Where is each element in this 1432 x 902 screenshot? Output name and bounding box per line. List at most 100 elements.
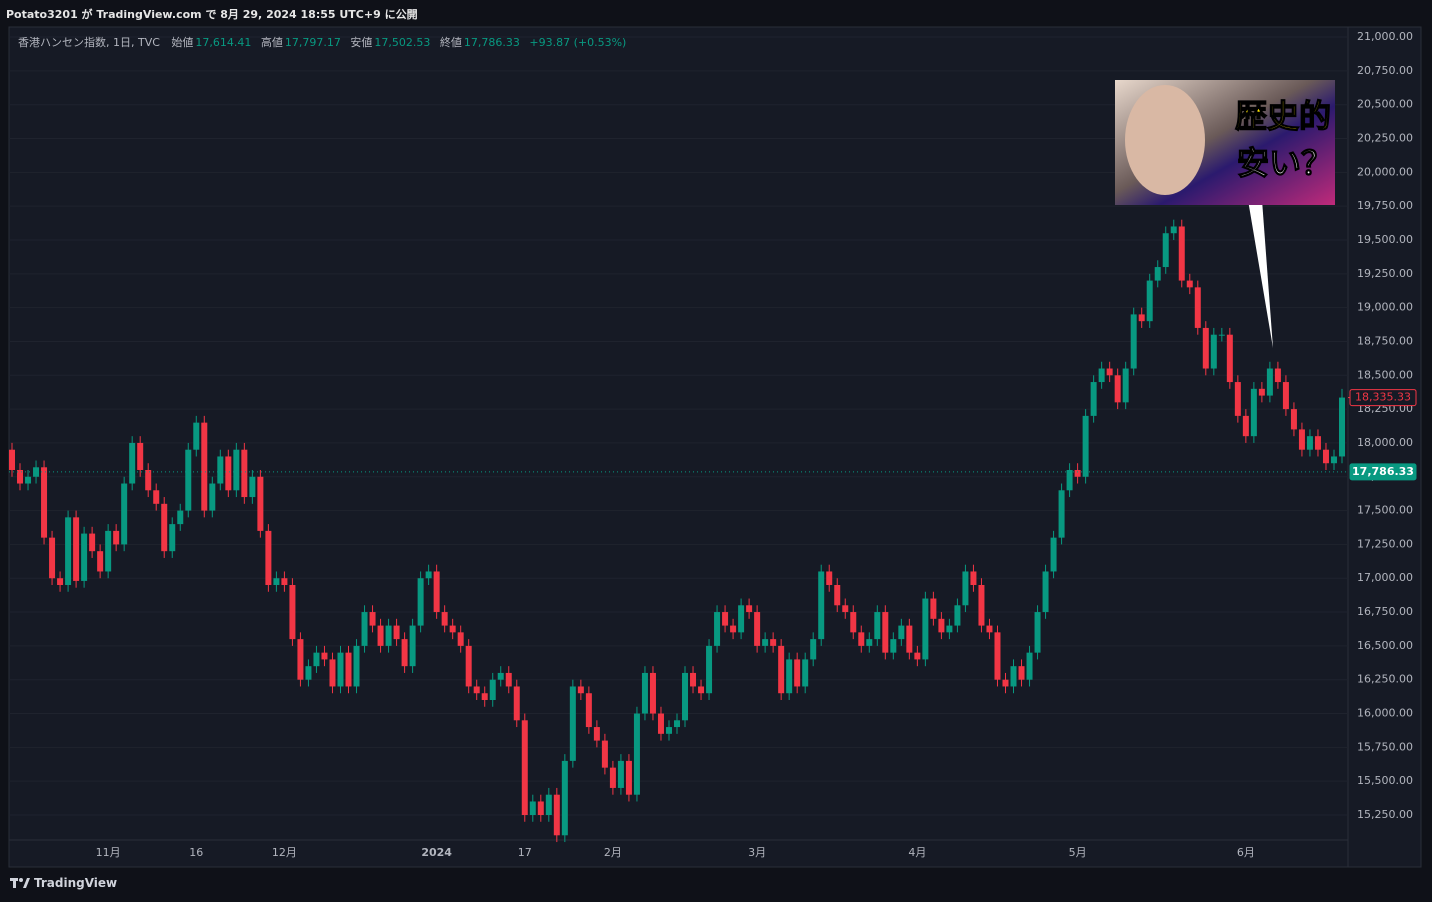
candle-body (898, 625, 905, 640)
candle-body (1186, 280, 1193, 288)
x-tick-label: 16 (189, 846, 203, 859)
candle-body (665, 727, 672, 734)
candle-body (1282, 382, 1289, 410)
candle-body (1138, 314, 1145, 322)
candle-body (17, 469, 24, 484)
candle-body (1226, 334, 1233, 383)
candle-body (25, 476, 32, 484)
y-tick-label: 16,750.00 (1357, 605, 1413, 618)
y-tick-label: 20,750.00 (1357, 64, 1413, 77)
y-tick-label: 16,500.00 (1357, 639, 1413, 652)
candle-body (145, 469, 152, 491)
candle-body (537, 801, 544, 815)
candle-body (561, 760, 568, 836)
callout-pointer (1248, 200, 1273, 348)
candle-body (241, 449, 248, 498)
candle-body (225, 456, 232, 491)
candle-body (577, 686, 584, 694)
candle-body (1330, 456, 1337, 464)
candle-body (1082, 415, 1089, 477)
y-tick-label: 18,750.00 (1357, 334, 1413, 347)
candle-body (1130, 314, 1137, 369)
candle-body (497, 672, 504, 680)
candle-body (329, 659, 336, 687)
candle-body (545, 794, 552, 815)
x-tick-label: 12月 (272, 846, 297, 859)
candle-body (730, 625, 737, 633)
y-tick-label: 17,500.00 (1357, 504, 1413, 517)
candle-body (81, 533, 88, 581)
candle-body (682, 672, 689, 721)
candle-body (233, 449, 240, 491)
candle-body (9, 449, 15, 470)
candle-body (738, 605, 745, 633)
candle-body (970, 571, 977, 585)
candle-body (409, 625, 416, 667)
candle-body (633, 713, 640, 795)
candle-body (649, 672, 656, 714)
logo (10, 878, 30, 888)
candle-body (89, 533, 96, 552)
candle-body (690, 672, 697, 687)
candle-body (914, 652, 921, 660)
candle-body (810, 639, 817, 660)
candle-body (866, 639, 873, 646)
candle-body (617, 760, 624, 788)
candle-body (986, 625, 993, 633)
candle-body (33, 467, 40, 477)
y-tick-label: 21,000.00 (1357, 30, 1413, 43)
candle-body (97, 551, 104, 572)
candle-body (289, 584, 296, 640)
candle-body (265, 530, 272, 585)
y-tick-label: 19,750.00 (1357, 199, 1413, 212)
candle-body (377, 625, 384, 646)
candle-body (1026, 652, 1033, 680)
x-tick-label: 2月 (604, 846, 622, 859)
candle-body (657, 713, 664, 734)
candle-body (1194, 287, 1201, 328)
y-tick-label: 15,750.00 (1357, 740, 1413, 753)
candle-body (1154, 267, 1161, 281)
candle-body (65, 517, 72, 585)
candle-body (369, 612, 376, 626)
candle-body (641, 672, 648, 714)
y-tick-label: 15,500.00 (1357, 774, 1413, 787)
candle-body (113, 530, 120, 545)
symbol: 香港ハンセン指数, 1日, TVC (18, 36, 160, 49)
legend-value: 17,614.41 (195, 36, 252, 49)
candle-body (1114, 375, 1121, 403)
y-tick-label: 16,000.00 (1357, 707, 1413, 720)
legend-value: 17,786.33 (463, 36, 520, 49)
legend-label: 高値 (260, 36, 283, 49)
candle-body (906, 625, 913, 653)
candle-body (1058, 490, 1065, 538)
candle-body (209, 483, 216, 511)
candle-body (57, 578, 64, 585)
candle-body (1202, 327, 1209, 369)
candle-body (585, 693, 592, 728)
candle-body (257, 476, 264, 531)
y-tick-label: 19,250.00 (1357, 267, 1413, 280)
candle-body (1339, 397, 1345, 457)
legend-label: 始値 (171, 36, 194, 49)
candle-body (73, 517, 80, 581)
candle-body (818, 571, 825, 640)
candle-body (273, 578, 280, 585)
candle-body (1034, 612, 1041, 653)
candle-body (946, 625, 953, 633)
candle-body (770, 639, 777, 646)
candle-body (1122, 368, 1129, 403)
candle-body (1090, 382, 1097, 416)
candle-body (874, 612, 881, 640)
candle-body (313, 652, 320, 667)
candle-body (1042, 571, 1049, 613)
candle-body (1098, 368, 1105, 383)
legend-value: 17,797.17 (284, 36, 341, 49)
candle-body (826, 571, 833, 585)
candle-body (834, 584, 841, 606)
candle-body (994, 632, 1001, 680)
y-tick-label: 20,000.00 (1357, 165, 1413, 178)
candle-body (465, 645, 472, 687)
candle-body (177, 510, 184, 525)
candle-body (553, 794, 560, 836)
